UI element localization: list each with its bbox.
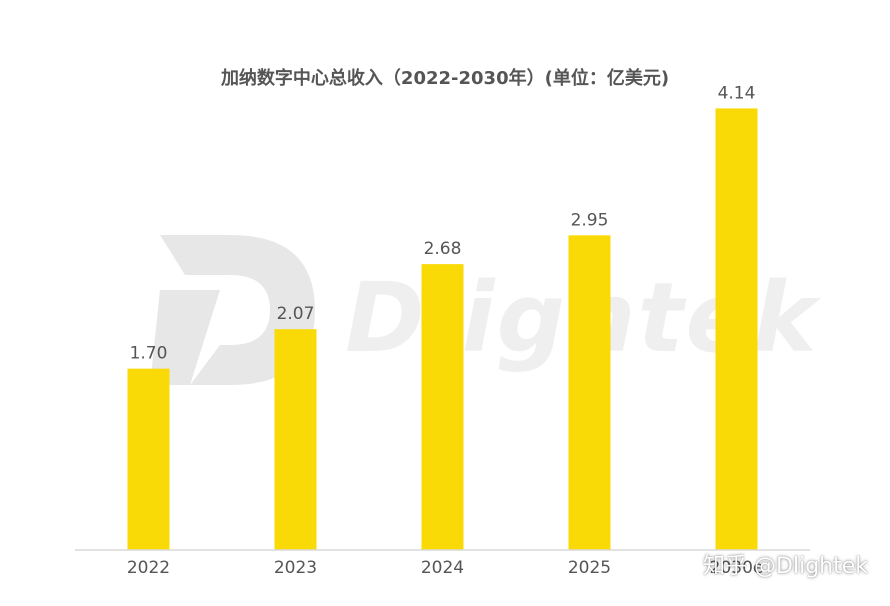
bar-2023 — [274, 329, 317, 550]
source-credit: 知乎 @Dlightek — [703, 554, 868, 579]
bar-2024 — [421, 264, 464, 550]
chart-title: 加纳数字中心总收入（2022-2030年）(单位：亿美元) — [220, 68, 670, 89]
bar-2030e — [715, 108, 758, 551]
value-label-2030e: 4.14 — [718, 83, 756, 103]
x-tick-label-2024: 2024 — [421, 558, 464, 578]
x-tick-label-2025: 2025 — [568, 558, 611, 578]
value-label-2023: 2.07 — [277, 304, 315, 324]
value-label-2025: 2.95 — [571, 210, 609, 230]
x-tick-label-2023: 2023 — [274, 558, 317, 578]
x-tick-label-2030e: 2030e — [710, 558, 764, 578]
x-tick-label-2022: 2022 — [127, 558, 170, 578]
value-label-2022: 1.70 — [130, 344, 168, 364]
value-label-2024: 2.68 — [424, 239, 462, 259]
bar-2022 — [127, 368, 170, 550]
bar-2025 — [568, 235, 611, 551]
